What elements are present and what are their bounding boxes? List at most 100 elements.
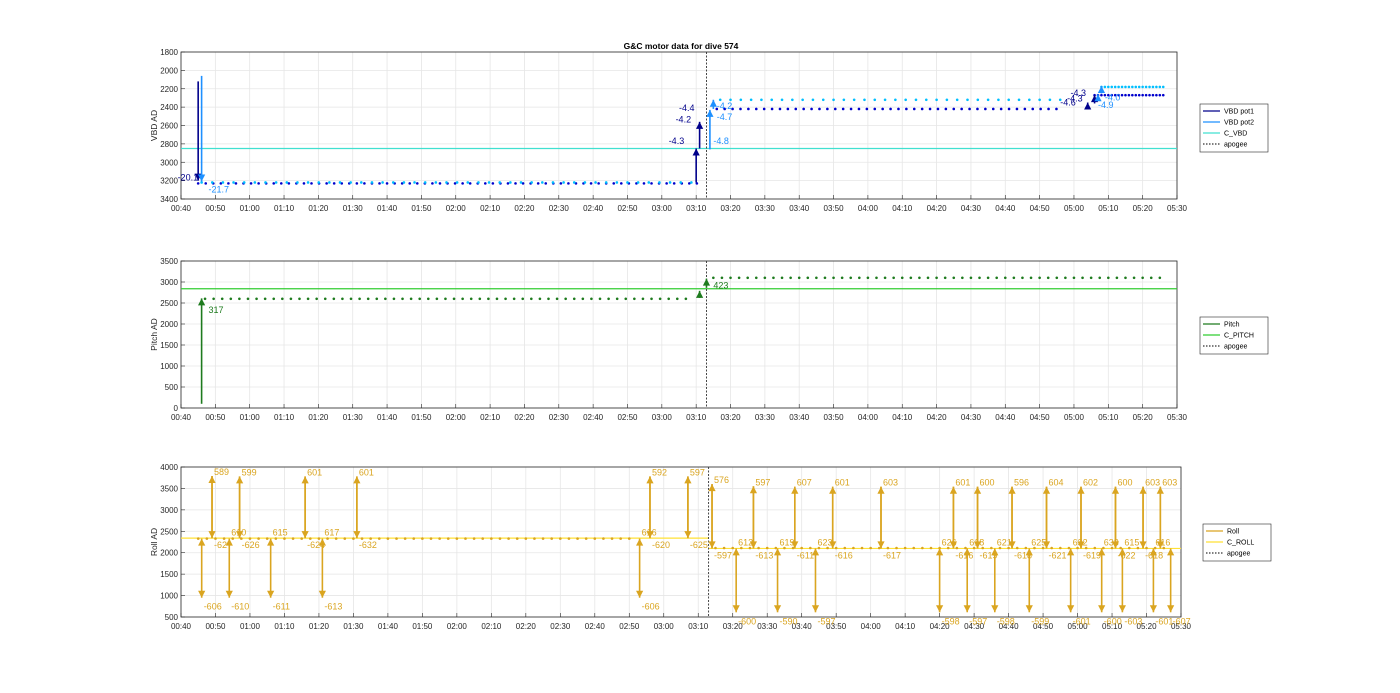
data-point [897,107,900,111]
y-tick-label: 1800 [160,48,178,57]
x-tick-label: 02:20 [514,204,535,213]
data-point [869,546,872,550]
data-point [567,537,571,540]
x-tick-label: 03:50 [826,622,847,631]
y-tick-label: 500 [165,383,179,392]
data-label: -618 [1014,550,1032,560]
arrow-head [702,278,711,286]
data-point [984,107,987,111]
x-tick-label: 01:50 [411,204,432,213]
data-label: -20.1 [178,173,199,183]
y-tick-label: 2000 [160,320,178,329]
data-point [740,546,743,550]
x-tick-label: 01:20 [309,622,330,631]
x-tick-label: 01:00 [240,622,261,631]
data-point [555,297,559,301]
data-point [722,546,726,550]
data-point [801,98,804,102]
data-label: 610 [231,528,246,538]
x-tick-label: 04:10 [892,413,913,422]
arrow-head [318,590,326,598]
data-point [642,182,646,185]
data-point [1120,93,1124,97]
data-point [841,107,845,111]
data-label: 600 [1117,478,1132,488]
data-point [1023,107,1027,111]
data-point [1158,93,1162,97]
data-point [873,107,877,111]
data-point [615,181,619,184]
arrow-head [1042,541,1051,549]
data-label: 317 [208,305,223,315]
data-point [358,297,361,301]
x-tick-label: 01:00 [240,413,261,422]
data-point [352,537,355,540]
x-tick-label: 02:10 [481,622,502,631]
data-point [1055,107,1058,111]
data-point [477,181,480,184]
arrow-head [692,148,700,156]
arrow-head [1118,548,1126,556]
legend-box [1199,103,1269,153]
data-point [791,546,795,550]
data-label: -598 [997,616,1015,626]
data-label: 616 [1155,537,1170,547]
x-tick-label: 03:40 [789,413,810,422]
data-point [1107,93,1110,97]
arrow-head [991,548,999,556]
data-point [332,182,336,185]
data-point [1031,107,1035,111]
data-point [222,537,226,540]
arrow-head [1098,605,1106,613]
data-point [668,181,672,184]
x-tick-label: 01:00 [240,204,261,213]
data-point [453,182,457,185]
chart-title: G&C motor data for dive 574 [624,41,739,51]
data-point [429,537,433,540]
data-point [1155,85,1158,89]
data-label: -603 [1124,616,1142,626]
data-point [976,107,979,111]
data-point [309,537,312,540]
x-tick-label: 04:30 [964,622,985,631]
data-point [274,537,278,540]
data-point [955,98,959,102]
data-point [1136,546,1140,550]
chart-panel-pitch: 00:40 00:50 01:00 01:10 01:20 01:30 01:40 01:50… [149,257,1269,422]
x-tick-label: 01:30 [343,204,364,213]
data-point [806,276,810,280]
data-point [468,182,472,185]
data-point [945,98,949,102]
arrow-head [973,541,982,549]
legend-entry-label: apogee [1224,142,1247,149]
arrow-head [636,538,644,546]
data-point [754,107,758,111]
data-point [219,182,223,185]
x-tick-label: 03:20 [721,204,742,213]
arrow-head [791,541,799,549]
x-tick-label: 01:40 [377,204,398,213]
data-point [567,182,570,185]
data-point [363,182,366,185]
data-point [514,182,517,185]
data-label: -610 [231,602,249,612]
data-point [300,537,303,540]
x-tick-label: 04:30 [961,413,982,422]
data-point [944,107,948,111]
data-point [583,181,587,184]
arrow-head [236,531,244,539]
data-point [507,537,510,540]
data-label: -617 [883,550,901,560]
data-point [317,537,321,540]
y-tick-label: 2000 [160,66,178,75]
arrow-head [198,174,206,182]
data-point [1107,85,1110,89]
x-tick-label: 00:50 [205,622,226,631]
data-point [1039,107,1042,111]
data-point [832,276,835,280]
data-point [1113,85,1117,89]
x-tick-label: 01:30 [343,413,364,422]
data-point [809,546,812,550]
data-point [1064,276,1067,280]
y-tick-label: 2200 [160,85,178,94]
